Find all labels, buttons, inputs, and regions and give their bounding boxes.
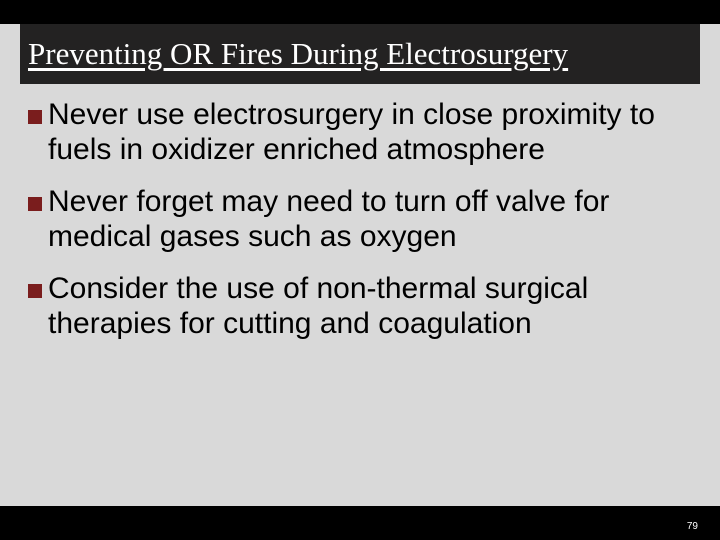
square-bullet-icon <box>28 197 42 211</box>
bullet-item: Consider the use of non-thermal surgical… <box>28 272 692 341</box>
bullet-item: Never use electrosurgery in close proxim… <box>28 98 692 167</box>
bullet-text: Never use electrosurgery in close proxim… <box>48 98 692 167</box>
content-area: Never use electrosurgery in close proxim… <box>28 98 692 359</box>
title-bar: Preventing OR Fires During Electrosurger… <box>20 24 700 84</box>
bullet-text: Never forget may need to turn off valve … <box>48 185 692 254</box>
slide-title: Preventing OR Fires During Electrosurger… <box>28 36 568 72</box>
page-number: 79 <box>687 521 698 532</box>
footer-bar: 79 <box>0 506 720 540</box>
bullet-item: Never forget may need to turn off valve … <box>28 185 692 254</box>
square-bullet-icon <box>28 284 42 298</box>
top-border <box>0 0 720 24</box>
slide: Preventing OR Fires During Electrosurger… <box>0 0 720 540</box>
square-bullet-icon <box>28 110 42 124</box>
bullet-text: Consider the use of non-thermal surgical… <box>48 272 692 341</box>
